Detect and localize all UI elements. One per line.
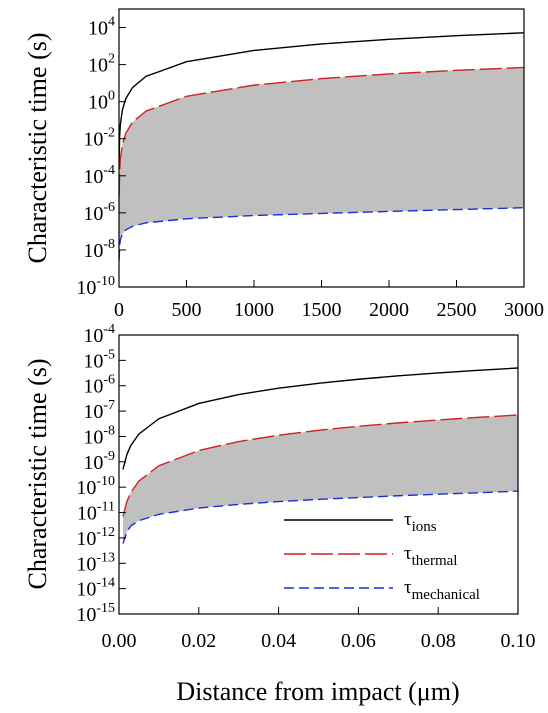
y-tick-label: 10-2 [83,126,115,151]
series-line-ions [118,32,525,162]
y-tick-label: 10-6 [83,200,115,225]
series-line-ions [122,367,519,470]
x-tick-label: 1000 [234,299,274,321]
x-axis-label: Distance from impact (μm) [176,677,459,706]
legend-label-thermal: τthermal [404,543,457,569]
series-line-mechanical [118,207,525,260]
y-tick-label: 10-4 [83,163,115,188]
top-y-axis-label: Characteristic time (s) [23,32,52,263]
bottom-y-axis-label: Characteristic time (s) [23,358,52,589]
legend-label-mechanical: τmechanical [404,577,480,603]
y-tick-label: 10-10 [76,274,115,299]
series-line-mechanical [122,490,519,544]
legend-label-ions: τions [404,509,437,535]
y-tick-label: 10-13 [76,550,115,575]
x-tick-label: 2500 [437,299,477,321]
y-tick-label: 10-7 [83,398,115,423]
shaded-band [122,415,519,544]
series-line-thermal [122,414,519,517]
shaded-band [119,67,524,260]
x-tick-label: 1500 [302,299,342,321]
y-tick-label: 10-8 [83,237,115,262]
y-tick-label: 10-4 [83,322,115,347]
y-tick-label: 10-8 [83,423,115,448]
x-tick-label: 0.04 [261,630,296,652]
x-tick-label: 500 [172,299,202,321]
y-tick-label: 10-12 [76,525,115,550]
y-tick-label: 10-11 [77,500,115,525]
y-tick-label: 10-15 [76,601,115,626]
plot-frame [118,334,519,615]
y-tick-label: 100 [88,89,115,114]
bottom-chart-panel: 10-410-510-610-710-810-910-1010-1110-121… [76,322,535,652]
series-line-thermal [118,66,525,197]
y-tick-label: 104 [88,15,115,40]
top-chart-panel: 104 102 100 10-2 10-4 10-6 10-8 10-100 500 1000 15… [76,8,544,321]
x-tick-label: 0 [114,299,124,321]
x-tick-label: 0.10 [501,630,536,652]
y-tick-label: 102 [88,52,115,77]
x-tick-label: 2000 [369,299,409,321]
y-tick-label: 10-9 [83,449,115,474]
x-tick-label: 0.02 [181,630,216,652]
y-tick-label: 10-10 [76,474,115,499]
y-tick-label: 10-14 [76,576,115,601]
y-tick-label: 10-6 [83,373,115,398]
x-tick-label: 0.08 [421,630,456,652]
y-tick-label: 10-5 [83,347,115,372]
x-tick-label: 3000 [504,299,544,321]
x-tick-label: 0.00 [102,630,137,652]
legend: τions τthermal τmechanical [284,509,480,603]
x-tick-label: 0.06 [341,630,376,652]
